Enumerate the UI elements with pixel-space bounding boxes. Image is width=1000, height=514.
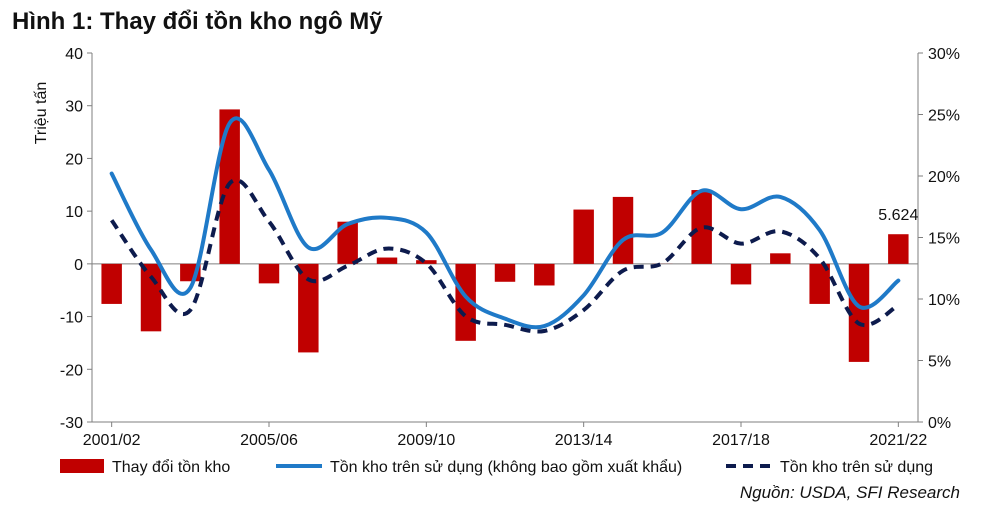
bar [534, 263, 555, 286]
right-tick-label: 15% [928, 231, 960, 248]
right-tick-label: 20% [928, 169, 960, 186]
left-tick-label: 0 [74, 257, 83, 274]
x-tick-label: 2005/06 [240, 432, 298, 449]
legend-label-solid: Tồn kho trên sử dụng (không bao gồm xuất… [330, 458, 682, 476]
bar-data-label: 5.624 [878, 207, 918, 224]
dashed-line-series [110, 178, 900, 334]
left-tick-label: -30 [60, 415, 83, 432]
right-tick-label: 0% [928, 415, 951, 432]
legend-label-dashed: Tồn kho trên sử dụng [780, 459, 933, 476]
bar [612, 196, 634, 264]
right-tick-label: 10% [928, 292, 960, 309]
left-tick-label: 10 [65, 204, 83, 221]
left-tick-label: 40 [65, 46, 83, 63]
right-tick-label: 30% [928, 46, 960, 63]
bar [691, 190, 712, 264]
solid-line-series [109, 116, 901, 330]
x-tick-label: 2009/10 [397, 432, 455, 449]
bar [298, 263, 319, 353]
left-tick-label: 30 [65, 99, 83, 116]
right-tick-label: 5% [928, 354, 951, 371]
source-note: Nguồn: USDA, SFI Research [739, 483, 960, 502]
bar [140, 263, 162, 332]
bar [101, 263, 122, 304]
legend-swatch-bars [60, 459, 104, 473]
bar [494, 263, 516, 282]
bar [770, 253, 791, 264]
bar [848, 263, 870, 362]
x-tick-label: 2017/18 [712, 432, 770, 449]
bar [888, 234, 909, 264]
y-axis-label: Triệu tấn [33, 82, 50, 145]
lines-layer [109, 116, 901, 334]
bar [730, 263, 752, 285]
bar [258, 263, 280, 284]
x-tick-label: 2001/02 [83, 432, 141, 449]
labels-layer: -30 -20 -10 0 10 20 30 40 0% 5% 10% 15% 20% 25% 30% Tri… [33, 46, 960, 449]
legend: Thay đổi tồn kho Tồn kho trên sử dụng (kh… [60, 458, 933, 476]
left-tick-label: -10 [60, 310, 83, 327]
bar [416, 260, 437, 264]
bar [376, 257, 398, 264]
left-tick-label: 20 [65, 151, 83, 168]
x-tick-label: 2013/14 [555, 432, 613, 449]
bar [337, 221, 358, 264]
legend-label-bars: Thay đổi tồn kho [112, 458, 230, 476]
x-tick-label: 2021/22 [869, 432, 927, 449]
left-tick-label: -20 [60, 362, 83, 379]
right-tick-label: 25% [928, 108, 960, 125]
bar [809, 263, 830, 304]
chart-title: Hình 1: Thay đổi tồn kho ngô Mỹ [12, 8, 383, 35]
bar [573, 209, 594, 264]
